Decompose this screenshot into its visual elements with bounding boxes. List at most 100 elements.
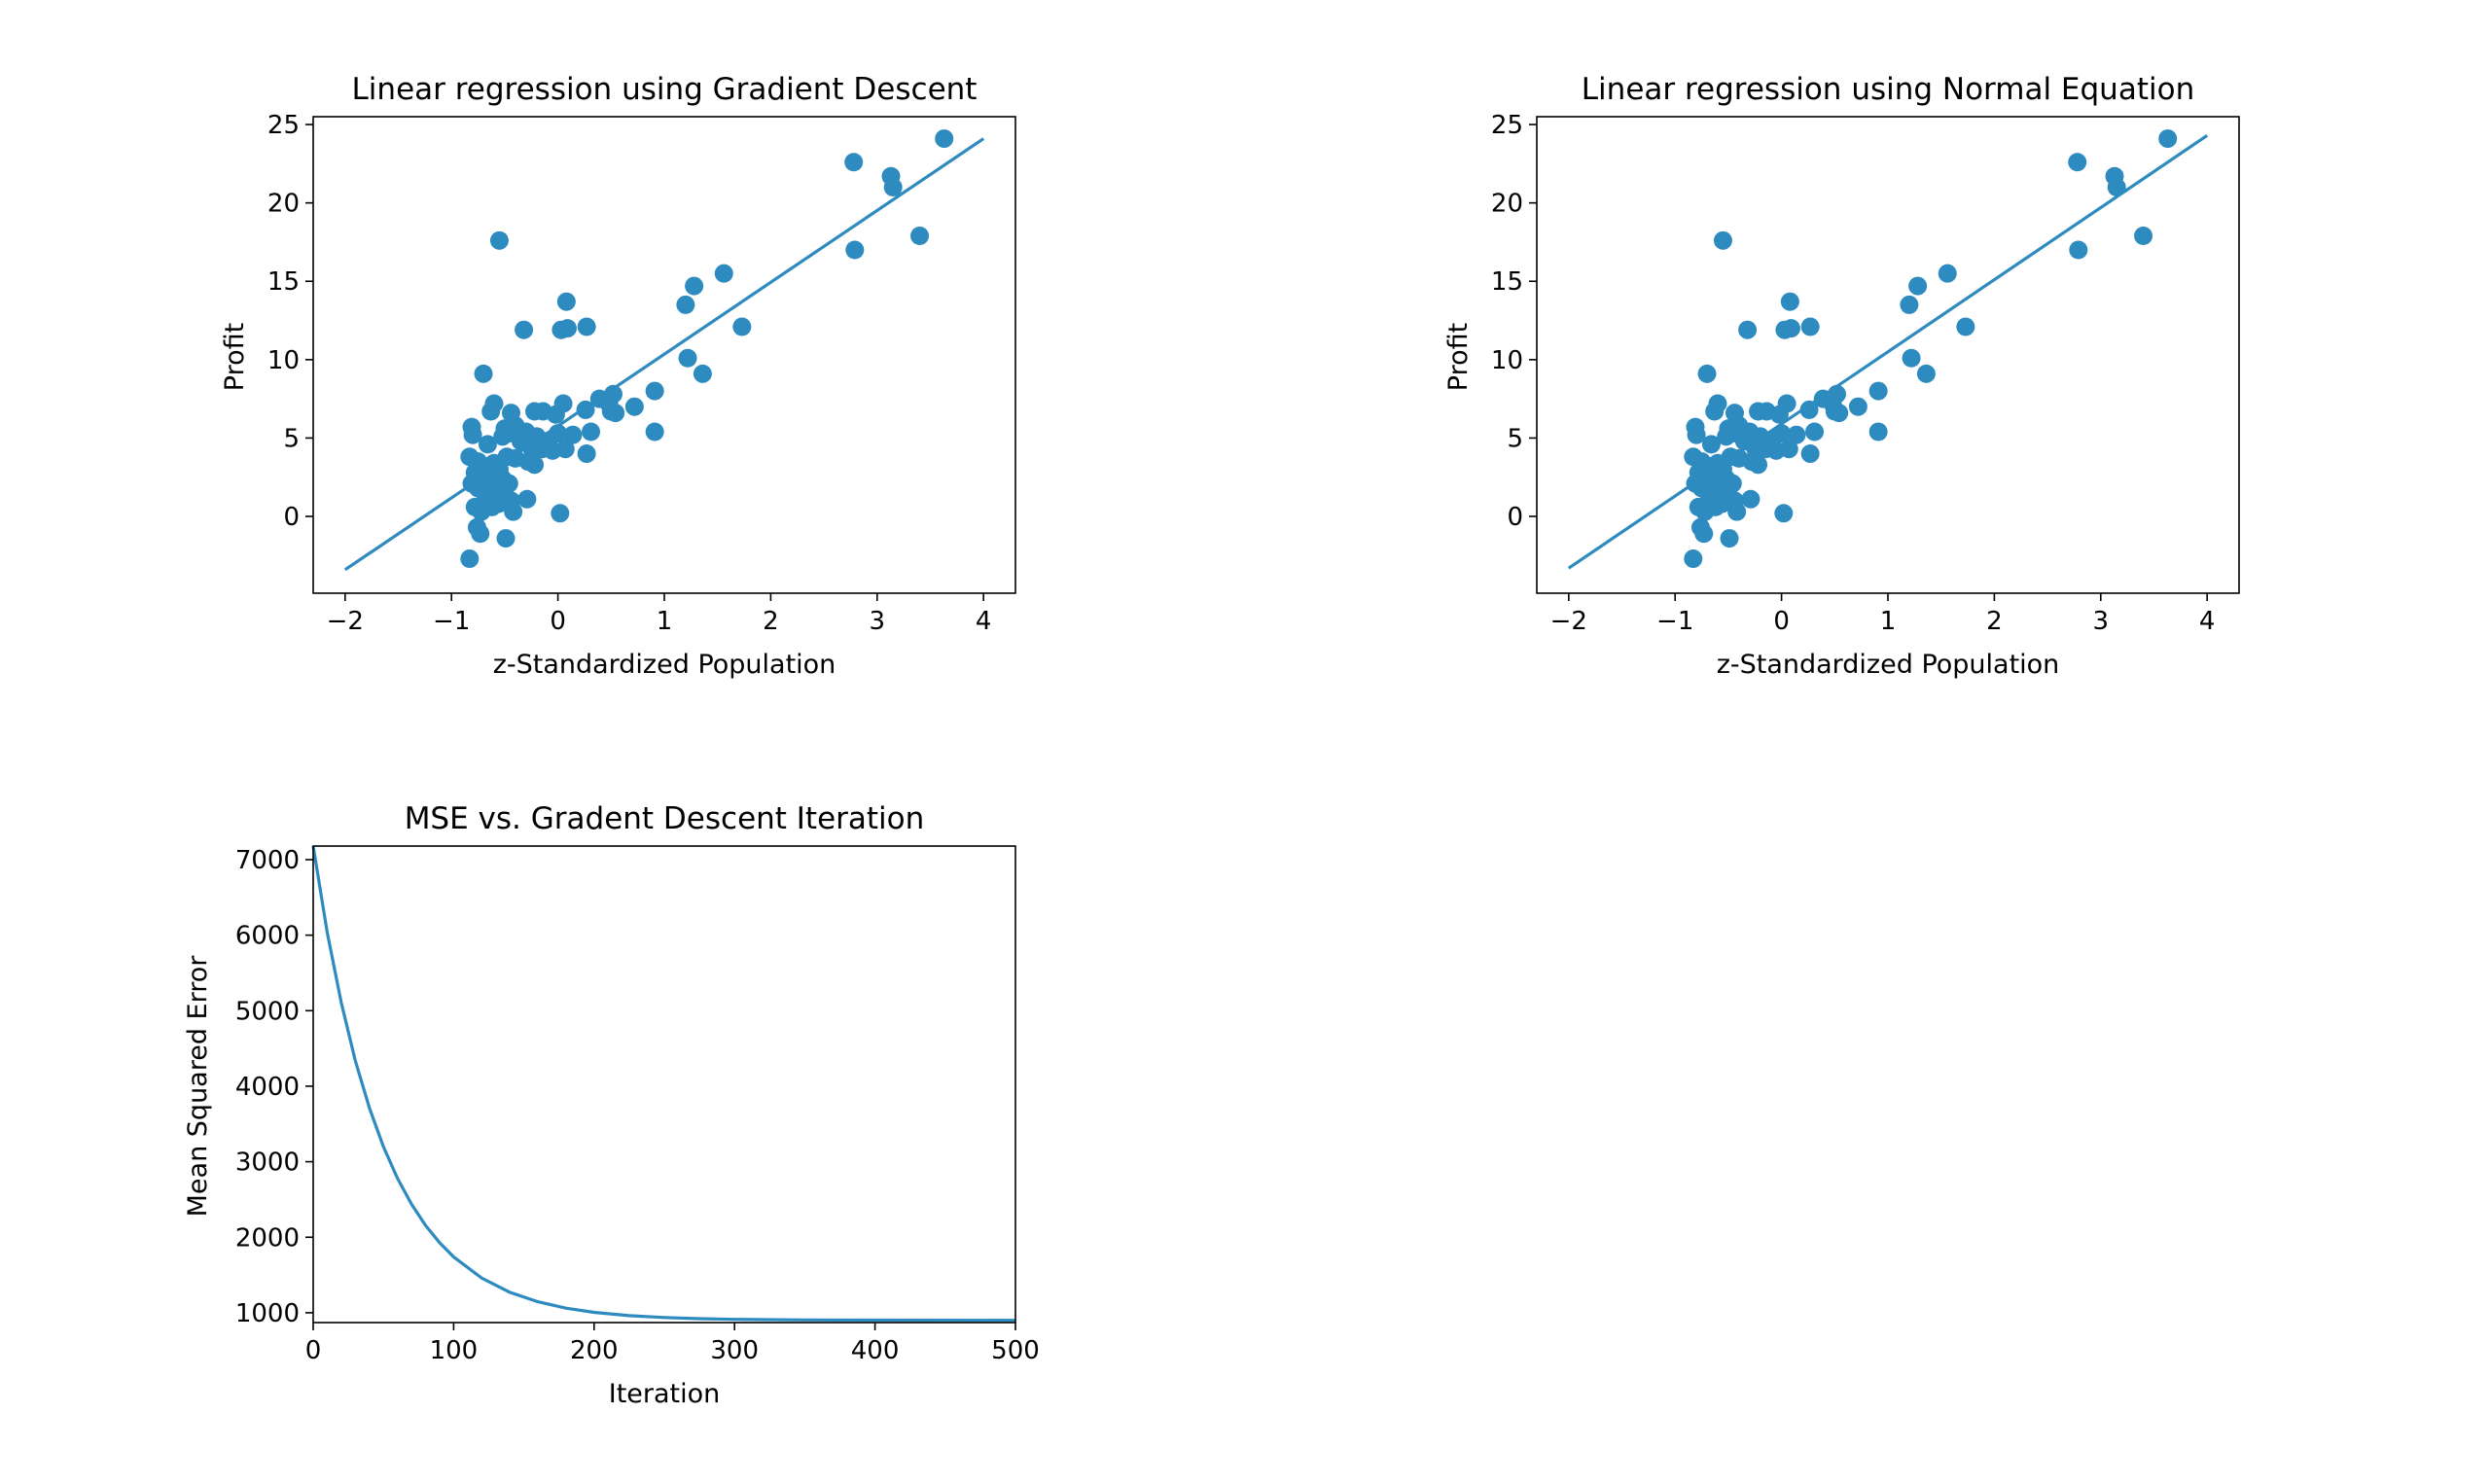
data-point [1779, 440, 1798, 459]
data-point [1749, 455, 1768, 475]
axes-frame [312, 845, 1016, 1324]
y-tick-label: 3000 [235, 1148, 300, 1178]
data-point [488, 494, 508, 513]
x-tick-label: 3 [870, 607, 886, 636]
mse-series-line [311, 845, 1016, 1323]
data-point [1780, 292, 1799, 311]
data-point [525, 402, 545, 421]
y-tick-label: 15 [1491, 267, 1523, 297]
y-tick-label: 5 [1507, 424, 1523, 453]
data-point [551, 320, 571, 339]
data-point [582, 422, 601, 442]
data-point [1775, 320, 1795, 339]
x-axis-label: z-Standardized Population [1717, 650, 2060, 680]
data-point [676, 295, 695, 314]
data-point [493, 427, 513, 446]
data-point [496, 529, 516, 548]
x-tick-label: 200 [570, 1336, 619, 1365]
data-point [1774, 504, 1794, 523]
data-point [732, 317, 752, 336]
y-tick-label: 6000 [235, 922, 300, 951]
data-point [517, 489, 537, 509]
axes-frame [1536, 116, 2240, 594]
data-point [1705, 402, 1725, 421]
data-point [1805, 422, 1825, 442]
y-tick-label: 10 [267, 346, 300, 375]
y-tick-label: 7000 [235, 846, 300, 875]
data-point [1956, 317, 1975, 336]
data-point [1799, 400, 1819, 419]
y-tick-label: 4000 [235, 1073, 300, 1102]
data-point [463, 425, 482, 444]
data-point [1830, 404, 1849, 423]
data-point [1720, 529, 1739, 548]
gd-regression-chart: Linear regression using Gradient Descent… [220, 72, 1016, 680]
x-tick-label: −2 [1550, 607, 1587, 636]
data-point [577, 444, 596, 464]
data-point [563, 425, 583, 444]
data-point [478, 435, 497, 454]
data-point [1727, 502, 1747, 521]
x-tick-label: 2 [763, 607, 779, 636]
y-tick-label: 15 [267, 267, 300, 297]
regression-line [1567, 134, 2209, 570]
normal-eq-regression-chart: Linear regression using Normal Equation … [1443, 72, 2240, 680]
chart-title: MSE vs. Gradent Descent Iteration [405, 801, 925, 836]
data-point [1902, 348, 1921, 368]
y-tick-label: 1000 [235, 1299, 300, 1328]
x-axis-label: Iteration [609, 1379, 721, 1409]
x-tick-label: 400 [851, 1336, 900, 1365]
data-point [645, 422, 664, 442]
data-point [1701, 435, 1721, 454]
x-tick-label: −1 [1656, 607, 1693, 636]
data-point [678, 348, 697, 368]
y-tick-label: 0 [1507, 503, 1523, 532]
data-point [1848, 397, 1868, 416]
x-tick-label: 1 [657, 607, 673, 636]
x-tick-label: −2 [327, 607, 364, 636]
data-point [935, 129, 954, 149]
data-point [714, 264, 733, 283]
data-point [1908, 276, 1928, 296]
x-tick-label: 4 [2199, 607, 2216, 636]
data-point [2069, 240, 2088, 260]
data-point [1800, 444, 1820, 464]
plot-area: 0 100 200 300 400 500 1000 2000 3000 4000 5000 6000… [235, 845, 1040, 1365]
data-point [471, 524, 490, 544]
plot-area: −2 −1 0 1 2 3 4 0 5 10 15 20 25 [267, 111, 1016, 636]
data-point [515, 320, 534, 339]
data-point [1938, 264, 1957, 283]
plot-area: −2 −1 0 1 2 3 4 0 5 10 15 20 25 [1491, 111, 2240, 636]
y-tick-label: 20 [1491, 190, 1523, 219]
data-point [1697, 364, 1717, 383]
y-tick-label: 2000 [235, 1223, 300, 1253]
data-point [1687, 425, 1706, 444]
data-point [1741, 489, 1761, 509]
x-tick-label: 300 [710, 1336, 759, 1365]
x-tick-label: 4 [976, 607, 992, 636]
x-tick-label: −1 [433, 607, 470, 636]
x-tick-label: 3 [2093, 607, 2110, 636]
data-point [693, 364, 712, 383]
regression-line [343, 137, 985, 572]
data-point [1800, 317, 1820, 336]
y-axis-label: Profit [220, 323, 250, 391]
data-point [1868, 381, 1888, 401]
data-point [549, 424, 568, 443]
data-point [481, 402, 501, 421]
x-tick-label: 0 [550, 607, 566, 636]
data-point [645, 381, 664, 401]
data-point [1900, 295, 1919, 314]
x-tick-label: 2 [1986, 607, 2003, 636]
y-tick-label: 5000 [235, 997, 300, 1026]
data-point [1749, 402, 1768, 421]
x-tick-label: 0 [1773, 607, 1790, 636]
axes-frame [312, 116, 1016, 594]
data-point [844, 153, 864, 172]
data-point [1717, 427, 1736, 446]
data-point [576, 400, 595, 419]
data-point [460, 549, 480, 569]
data-point [546, 405, 565, 424]
